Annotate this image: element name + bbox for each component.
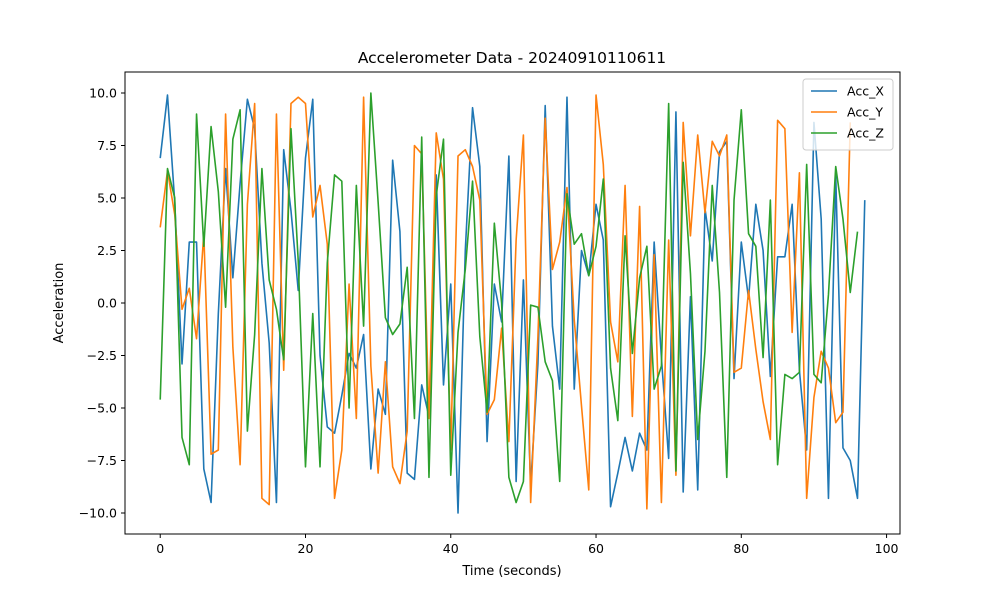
legend-label: Acc_X bbox=[847, 84, 884, 99]
series-line-acc-z bbox=[159, 92, 859, 504]
chart-title: Accelerometer Data - 20240910110611 bbox=[358, 49, 666, 67]
x-tick-label: 20 bbox=[298, 541, 314, 556]
legend-label: Acc_Z bbox=[847, 126, 884, 141]
x-tick-label: 100 bbox=[875, 541, 899, 556]
y-tick-label: −7.5 bbox=[87, 453, 117, 468]
x-axis: 0 20 40 60 80 100 bbox=[156, 534, 899, 556]
x-tick-label: 0 bbox=[156, 541, 164, 556]
y-tick-label: −2.5 bbox=[87, 348, 117, 363]
y-tick-label: 5.0 bbox=[97, 191, 117, 206]
y-tick-label: −5.0 bbox=[87, 401, 117, 416]
x-tick-label: 60 bbox=[588, 541, 604, 556]
y-tick-label: 0.0 bbox=[97, 296, 117, 311]
legend: Acc_X Acc_Y Acc_Z bbox=[802, 78, 894, 151]
y-axis-title: Acceleration bbox=[52, 263, 67, 344]
y-tick-label: 7.5 bbox=[97, 138, 117, 153]
y-tick-label: 2.5 bbox=[97, 243, 117, 258]
x-axis-title: Time (seconds) bbox=[461, 564, 561, 579]
legend-label: Acc_Y bbox=[847, 105, 883, 120]
series-layer bbox=[159, 92, 866, 514]
x-tick-label: 80 bbox=[733, 541, 749, 556]
y-axis: −10.0 −7.5 −5.0 −2.5 0.0 2.5 5.0 7.5 10.0 bbox=[79, 86, 125, 521]
y-tick-label: −10.0 bbox=[79, 506, 117, 521]
y-tick-label: 10.0 bbox=[89, 86, 117, 101]
x-tick-label: 40 bbox=[443, 541, 459, 556]
